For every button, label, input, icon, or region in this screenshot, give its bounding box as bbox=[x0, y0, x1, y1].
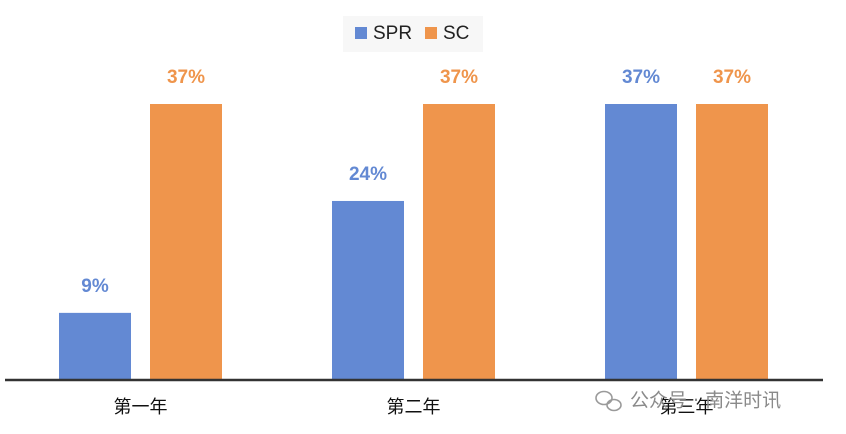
legend-swatch bbox=[355, 27, 367, 39]
legend-label: SPR bbox=[373, 23, 412, 44]
bar bbox=[423, 104, 495, 380]
bar bbox=[696, 104, 768, 380]
watermark: 公众号 · 南洋时讯 bbox=[630, 390, 781, 412]
x-tick-label: 第一年 bbox=[114, 397, 168, 418]
value-label: 24% bbox=[349, 164, 387, 185]
value-label: 37% bbox=[167, 67, 205, 88]
legend-label: SC bbox=[443, 23, 469, 44]
watermark-icon bbox=[595, 390, 622, 412]
bar bbox=[605, 104, 677, 380]
value-label: 37% bbox=[440, 67, 478, 88]
bar bbox=[332, 200, 404, 380]
value-label: 9% bbox=[81, 276, 109, 297]
bar bbox=[59, 312, 131, 380]
value-label: 37% bbox=[713, 67, 751, 88]
value-label: 37% bbox=[622, 67, 660, 88]
x-tick-label: 第二年 bbox=[387, 397, 441, 418]
legend-swatch bbox=[425, 27, 437, 39]
x-tick-label: 第三年 bbox=[660, 397, 714, 418]
bar bbox=[150, 104, 222, 380]
